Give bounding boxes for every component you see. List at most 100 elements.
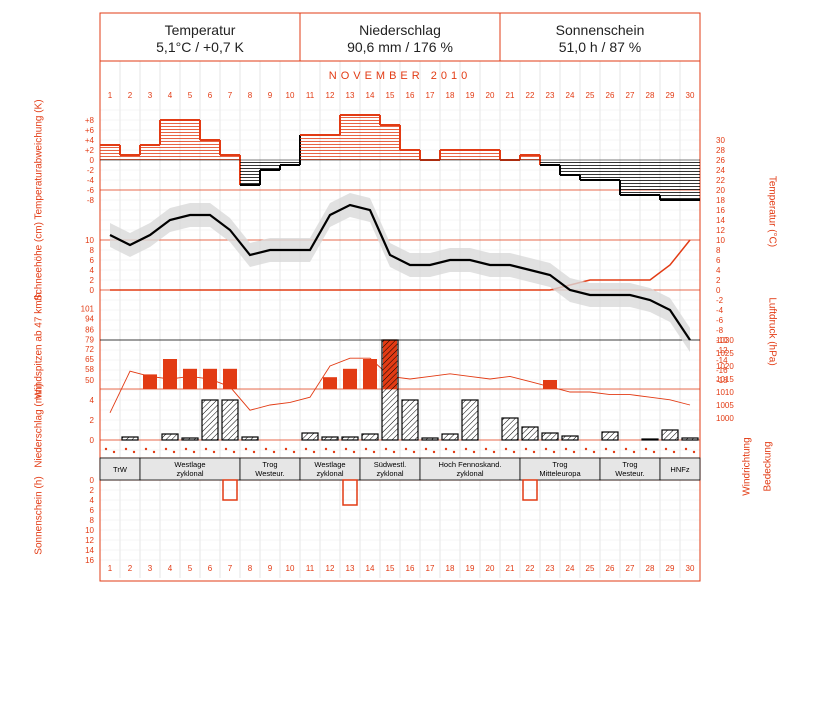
day-label-bottom: 16 (406, 564, 415, 573)
header-temperature-value: 5,1°C / +0,7 K (156, 39, 244, 55)
precip-tick: 0 (90, 436, 95, 445)
wind-dir-dot (584, 447, 588, 451)
day-label-bottom: 1 (108, 564, 113, 573)
wind-dir-dot (224, 447, 228, 451)
wind-dir-dot (124, 447, 128, 451)
day-label-top: 8 (248, 91, 253, 100)
weather-type-label: TrW (113, 465, 128, 474)
precip-tick: 4 (90, 396, 95, 405)
cloud-dot (492, 450, 496, 454)
temp-anomaly-bar (200, 140, 220, 160)
temperature-tick: -14 (716, 356, 728, 365)
header-temperature: Temperatur 5,1°C / +0,7 K (100, 14, 300, 61)
day-label-top: 1 (108, 91, 113, 100)
cloud-dot (592, 450, 596, 454)
weather-type-label: Trog (262, 460, 277, 469)
precip-bar (401, 399, 419, 441)
wind-dir-dot (144, 447, 148, 451)
precip-bar (241, 436, 259, 441)
precip-bar (501, 417, 519, 441)
cloud-dot (612, 450, 616, 454)
sun-tick: 6 (90, 506, 95, 515)
day-label-bottom: 5 (188, 564, 193, 573)
day-label-bottom: 24 (566, 564, 575, 573)
day-label-top: 29 (666, 91, 675, 100)
weather-type-label: Westlage (314, 460, 345, 469)
cloud-dot (532, 450, 536, 454)
temp-anomaly-bar (160, 120, 180, 160)
weather-type-label: Trog (552, 460, 567, 469)
temperature-tick: -10 (716, 336, 728, 345)
temp-anomaly-tick: 0 (90, 156, 95, 165)
temperature-tick: 10 (716, 236, 725, 245)
temp-anomaly-tick: -6 (87, 186, 95, 195)
precip-bar (601, 431, 619, 441)
day-label-bottom: 25 (586, 564, 595, 573)
day-label-top: 23 (546, 91, 555, 100)
day-label-top: 2 (128, 91, 133, 100)
temp-anomaly-bar (440, 150, 460, 160)
temp-anomaly-bar (140, 145, 160, 160)
day-label-top: 16 (406, 91, 415, 100)
wind-dir-dot (424, 447, 428, 451)
weather-type-label: Mitteleuropa (539, 469, 581, 478)
temp-anomaly-bar (360, 115, 380, 160)
temp-anomaly-bar (480, 150, 500, 160)
weather-type-label: zyklonal (316, 469, 343, 478)
precip-bar (121, 436, 139, 441)
header-sunshine-title: Sonnenschein (555, 22, 645, 38)
temperature-tick: -16 (716, 366, 728, 375)
wind-dir-dot (644, 447, 648, 451)
day-label-bottom: 13 (346, 564, 355, 573)
cloud-cover-label: Bedeckung (762, 441, 774, 492)
weather-type-label: zyklonal (376, 469, 403, 478)
weather-type-label: HNFz (670, 465, 689, 474)
wind-dir-dot (504, 447, 508, 451)
snow-tick: 2 (90, 276, 95, 285)
temp-anomaly-tick: -2 (87, 166, 95, 175)
cloud-dot (452, 450, 456, 454)
day-label-top: 13 (346, 91, 355, 100)
header-precipitation-title: Niederschlag (359, 22, 441, 38)
wind-dir-dot (404, 447, 408, 451)
sunshine-bar (342, 479, 358, 506)
weather-type-label: Westlage (174, 460, 205, 469)
wind-tick: 101 (81, 305, 95, 314)
cloud-dot (572, 450, 576, 454)
sun-tick: 16 (85, 556, 94, 565)
precip-bar (321, 436, 339, 441)
wind-tick: 72 (85, 345, 94, 354)
temperature-tick: -12 (716, 346, 728, 355)
day-label-top: 6 (208, 91, 213, 100)
precip-bar (341, 436, 359, 441)
day-label-bottom: 19 (466, 564, 475, 573)
temp-anomaly-bar (100, 145, 120, 160)
temp-anomaly-bar (600, 160, 620, 180)
day-label-bottom: 11 (306, 564, 315, 573)
wind-gust-bar (323, 377, 337, 389)
temp-anomaly-bar (540, 160, 560, 165)
wind-dir-dot (604, 447, 608, 451)
day-label-bottom: 3 (148, 564, 153, 573)
wind-gust-bar (143, 374, 157, 389)
temperature-tick: 22 (716, 176, 725, 185)
precip-bar (561, 435, 579, 441)
day-label-top: 14 (366, 91, 375, 100)
wind-gust-bar (343, 368, 357, 389)
day-label-bottom: 2 (128, 564, 133, 573)
pressure-tick: 1020 (716, 362, 734, 371)
cloud-dot (372, 450, 376, 454)
cloud-dot (472, 450, 476, 454)
precip-bar (181, 437, 199, 441)
day-label-top: 25 (586, 91, 595, 100)
month-title: NOVEMBER 2010 (329, 70, 471, 82)
temperature-tick: 14 (716, 216, 725, 225)
precip-bar (381, 339, 399, 441)
day-label-bottom: 15 (386, 564, 395, 573)
weather-type-label: Westeur. (255, 469, 284, 478)
wind-tick: 58 (85, 365, 94, 374)
temperature-tick: -18 (716, 376, 728, 385)
day-label-bottom: 22 (526, 564, 535, 573)
pressure-tick: 1025 (716, 349, 734, 358)
day-label-top: 4 (168, 91, 173, 100)
